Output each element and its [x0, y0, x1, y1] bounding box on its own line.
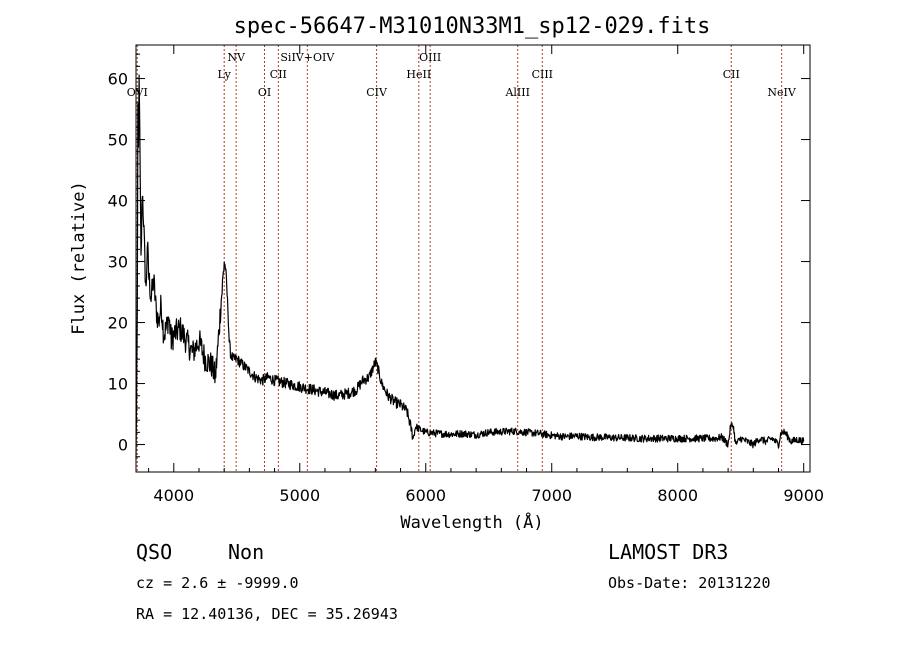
line-marker-label: CII [270, 68, 287, 81]
y-tick-label: 60 [108, 70, 128, 89]
x-tick-label: 4000 [153, 486, 194, 505]
subclass-label: Non [228, 540, 264, 564]
line-marker-label: CIV [366, 86, 388, 99]
line-marker-label: CII [723, 68, 740, 81]
y-axis-ticks: 0 10 20 30 40 50 60 [108, 53, 810, 458]
x-tick-label: 7000 [531, 486, 572, 505]
chart-title: spec-56647-M31010N33M1_sp12-029.fits [234, 14, 711, 39]
y-tick-label: 10 [108, 375, 128, 394]
y-tick-label: 40 [108, 192, 128, 211]
ra-dec: RA = 12.40136, DEC = 35.26943 [136, 605, 398, 623]
y-tick-label: 50 [108, 131, 128, 150]
x-axis-ticks: 4000 5000 6000 7000 8000 9000 [148, 45, 824, 505]
class-label: QSO [136, 540, 172, 564]
line-marker-label: NV [227, 51, 246, 64]
survey-label: LAMOST DR3 [608, 540, 728, 564]
line-marker-label: OI [258, 86, 271, 99]
line-marker-labels: OVI Ly NV OI CII SiIV+OIV CIV HeII OIII AlIIICIII… [127, 51, 797, 99]
x-axis-label: Wavelength (Å) [400, 511, 543, 533]
line-marker-label: CIII [532, 68, 553, 81]
line-marker-label: HeII [406, 68, 431, 81]
line-marker-label: OIII [419, 51, 441, 64]
line-marker-label: Ly [218, 68, 232, 81]
cz-value: cz = 2.6 ± -9999.0 [136, 574, 299, 592]
y-axis-label: Flux (relative) [69, 181, 89, 335]
y-tick-label: 30 [108, 253, 128, 272]
line-marker-label: NeIV [767, 86, 796, 99]
obs-date: Obs-Date: 20131220 [608, 574, 771, 592]
x-tick-label: 8000 [657, 486, 698, 505]
plot-frame [135, 44, 811, 473]
line-marker-label: OVI [127, 86, 148, 99]
line-marker-label: SiIV+OIV [280, 51, 335, 64]
x-tick-label: 6000 [405, 486, 446, 505]
y-tick-label: 20 [108, 314, 128, 333]
x-tick-label: 5000 [279, 486, 320, 505]
y-tick-label: 0 [118, 436, 128, 455]
spectrum-line [135, 74, 805, 459]
x-tick-label: 9000 [783, 486, 824, 505]
line-marker-label: AlIII [504, 86, 530, 99]
line-markers [136, 45, 783, 472]
